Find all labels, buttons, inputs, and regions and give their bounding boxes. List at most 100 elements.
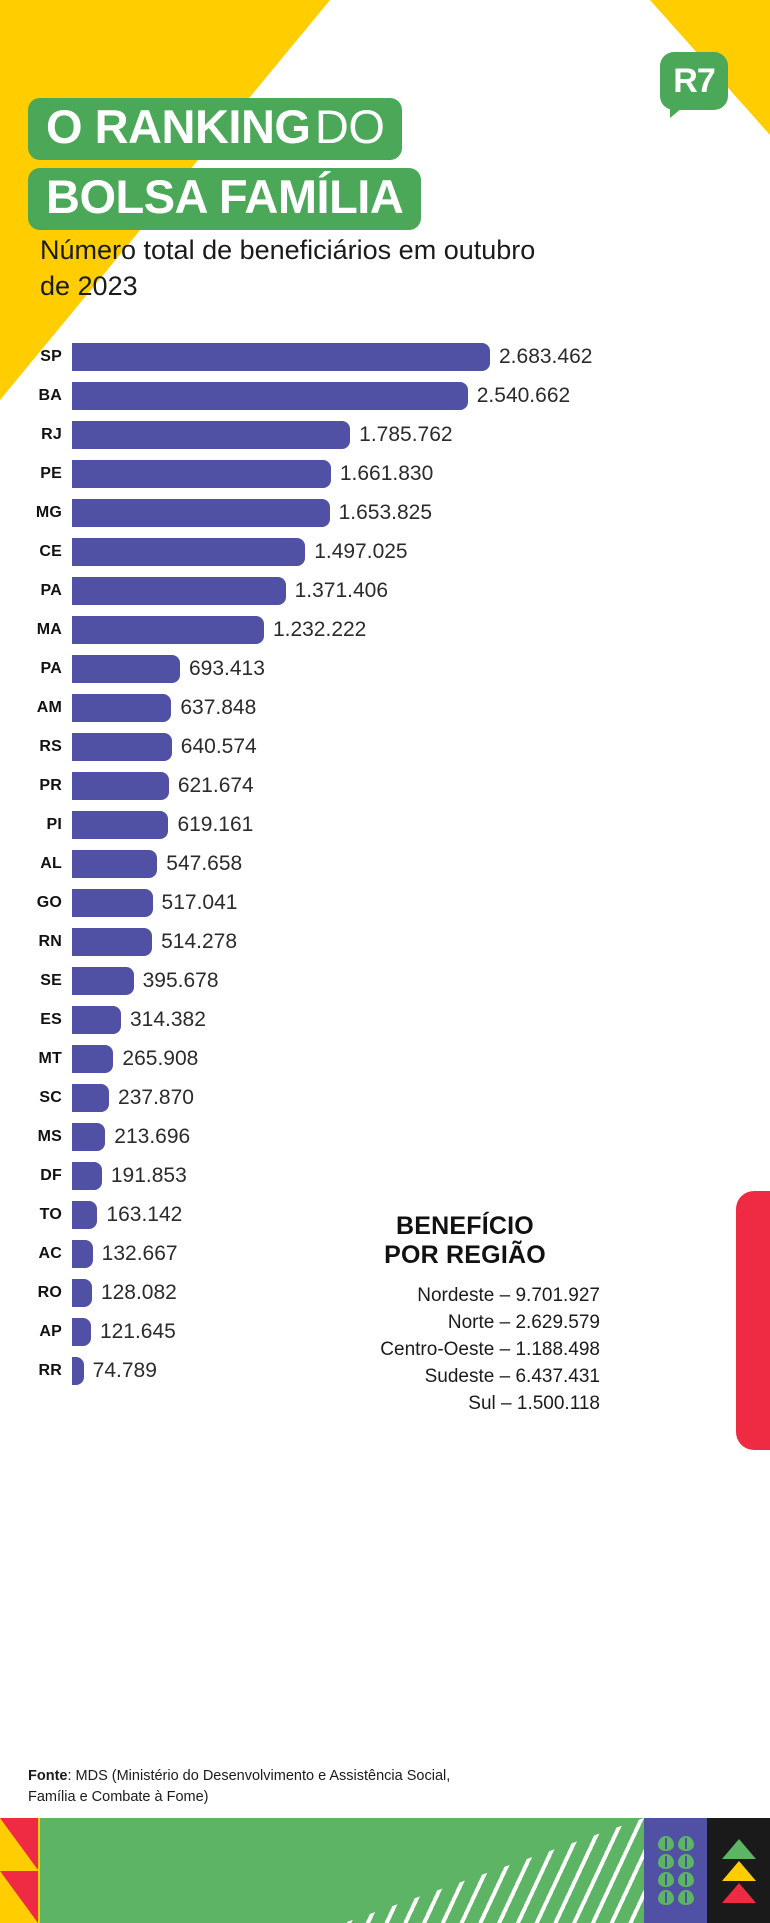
chart-row: RR 74.789 (0, 1352, 620, 1390)
chart-bar (72, 382, 468, 410)
wheat-leaf-icon (657, 1890, 674, 1905)
chart-row-state-label: PA (40, 582, 62, 599)
chevron-red-icon (721, 1882, 756, 1903)
chart-row-state-label: SC (39, 1089, 62, 1106)
r7-logo: R7 (660, 52, 728, 118)
wheat-leaf-icon (677, 1872, 694, 1887)
chart-row: AC 132.667 (0, 1235, 620, 1273)
chart-bar-value-label: 128.082 (100, 1281, 177, 1304)
chart-row-state-label: RO (37, 1284, 62, 1301)
chart-bar-wrapper: 132.667 (72, 1240, 620, 1268)
region-list-item: Sul – 1.500.118 (468, 1392, 600, 1414)
footer-decoration-band (0, 1818, 770, 1923)
chart-bar-value-label: 395.678 (142, 969, 219, 992)
chart-bar (72, 577, 286, 605)
chart-bar-value-label: 237.870 (118, 1086, 194, 1109)
chart-row-state-label: PE (40, 465, 62, 482)
chart-bar-wrapper: 514.278 (72, 928, 620, 956)
chart-bar (72, 343, 490, 371)
chart-bar (72, 1201, 98, 1229)
chart-row: BA 2.540.662 (0, 377, 620, 415)
region-panel-title: BENEFÍCIO POR REGIÃO (330, 1212, 600, 1269)
wheat-leaf-icon (657, 1836, 674, 1851)
chart-bar (72, 1162, 102, 1190)
chart-row: RO 128.082 (0, 1274, 620, 1312)
chart-bar-wrapper: 1.232.222 (72, 616, 620, 644)
chart-row-state-label: MA (36, 621, 62, 638)
chart-bar-value-label: 121.645 (99, 1320, 176, 1343)
chart-row: SP 2.683.462 (0, 338, 620, 376)
chart-bar-value-label: 314.382 (129, 1008, 206, 1031)
chart-bar-value-label: 637.848 (180, 696, 257, 719)
wheat-leaf-icon (677, 1854, 694, 1869)
chart-row: PA 693.413 (0, 650, 620, 688)
headline-line1-strong: O RANKING (46, 100, 311, 153)
chart-bar-value-label: 619.161 (177, 813, 254, 836)
chart-bar (72, 499, 330, 527)
footer-diagonal-stripes (344, 1818, 644, 1923)
chart-row: MG 1.653.825 (0, 494, 620, 532)
chart-bar-value-label: 74.789 (92, 1359, 157, 1382)
chart-row-state-label: RS (39, 738, 62, 755)
chart-row: MT 265.908 (0, 1040, 620, 1078)
chevron-yellow-icon (721, 1860, 756, 1881)
chart-bar (72, 1279, 92, 1307)
chart-row: PR 621.674 (0, 767, 620, 805)
chart-bar (72, 1084, 110, 1112)
region-list-item: Sudeste – 6.437.431 (424, 1365, 600, 1387)
chart-bar (72, 811, 169, 839)
chart-row: PI 619.161 (0, 806, 620, 844)
chart-bar-value-label: 265.908 (122, 1047, 199, 1070)
chart-row-state-label: PR (39, 777, 62, 794)
chart-bar-wrapper: 2.540.662 (72, 382, 620, 410)
chart-bar-wrapper: 693.413 (72, 655, 620, 683)
chart-row-state-label: SP (40, 348, 62, 365)
chart-row: MA 1.232.222 (0, 611, 620, 649)
chart-row: SE 395.678 (0, 962, 620, 1000)
chart-row-state-label: PA (40, 660, 62, 677)
chart-bar-wrapper: 121.645 (72, 1318, 620, 1346)
chart-row-state-label: RJ (41, 426, 62, 443)
wheat-leaf-icon (677, 1836, 694, 1851)
chart-row-state-label: RN (38, 933, 62, 950)
region-list-item: Norte – 2.629.579 (447, 1311, 600, 1333)
chart-bar (72, 733, 172, 761)
chart-row: AM 637.848 (0, 689, 620, 727)
headline-line1-light: DO (314, 100, 385, 153)
region-list-item: Nordeste – 9.701.927 (417, 1285, 600, 1306)
chart-bar (72, 655, 180, 683)
chart-row-state-label: SE (40, 972, 62, 989)
headline-row-2: BOLSA FAMÍLIA (28, 167, 422, 230)
chart-bar-value-label: 191.853 (110, 1164, 187, 1187)
headline-block: O RANKING DO BOLSA FAMÍLIA (28, 98, 422, 238)
region-title-line2: POR REGIÃO (330, 1241, 600, 1270)
chart-row-state-label: MG (35, 504, 62, 521)
chart-bar (72, 421, 351, 449)
r7-logo-text: R7 (673, 61, 715, 100)
chart-bar (72, 850, 158, 878)
chart-row: GO 517.041 (0, 884, 620, 922)
headline-row-1: O RANKING DO (28, 98, 403, 160)
chart-bar-value-label: 1.785.762 (359, 423, 453, 446)
chart-bar (72, 1006, 121, 1034)
chart-bar-wrapper: 213.696 (72, 1123, 620, 1151)
chart-bar-wrapper: 74.789 (72, 1357, 620, 1385)
chart-bar-wrapper: 1.785.762 (72, 421, 620, 449)
chart-bar-wrapper: 619.161 (72, 811, 620, 839)
chart-row: DF 191.853 (0, 1157, 620, 1195)
chart-row: RS 640.574 (0, 728, 620, 766)
chart-bar (72, 616, 264, 644)
chart-bar (72, 538, 306, 566)
chart-row: CE 1.497.025 (0, 533, 620, 571)
chart-bar-wrapper: 637.848 (72, 694, 620, 722)
chart-row: AP 121.645 (0, 1313, 620, 1351)
chart-row: PA 1.371.406 (0, 572, 620, 610)
chart-bar-value-label: 1.232.222 (272, 618, 367, 641)
chart-row-state-label: RR (38, 1362, 62, 1379)
chart-bar (72, 772, 169, 800)
bar-chart: SP 2.683.462 BA 2.540.662 RJ 1.785.762 PE 1.661… (0, 338, 620, 1391)
chart-row-state-label: AM (36, 699, 62, 716)
chart-bar-wrapper: 517.041 (72, 889, 620, 917)
chart-bar (72, 460, 331, 488)
